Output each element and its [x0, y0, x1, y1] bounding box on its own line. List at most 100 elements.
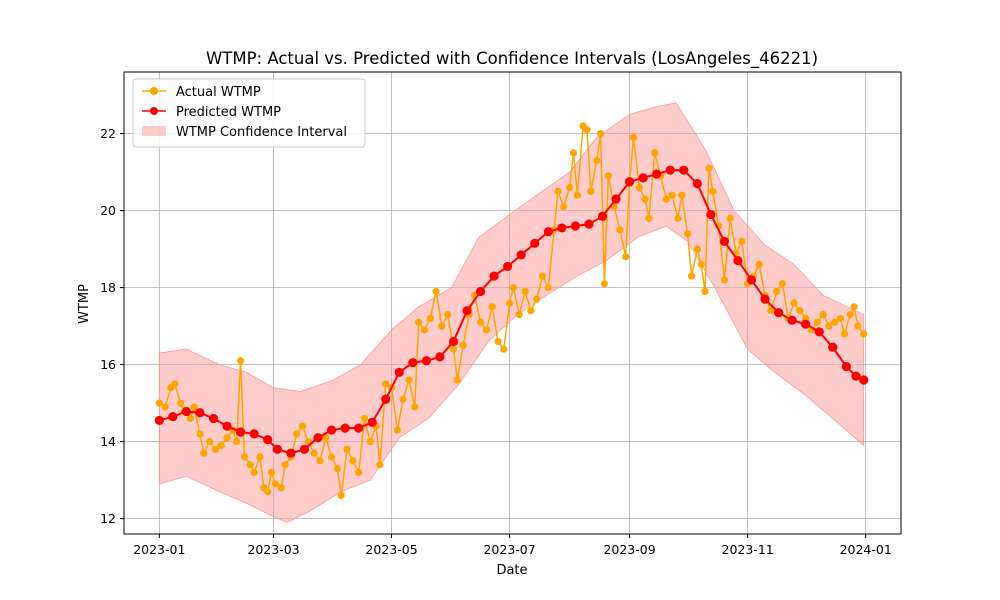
actual-point: [343, 445, 351, 453]
predicted-point: [692, 179, 702, 189]
actual-point: [674, 214, 682, 222]
actual-point: [267, 468, 276, 476]
predicted-point: [435, 352, 445, 362]
y-tick-label: 16: [100, 357, 116, 372]
predicted-point: [652, 169, 662, 179]
actual-point: [767, 307, 775, 315]
predicted-point: [557, 223, 567, 233]
actual-point: [635, 183, 643, 192]
predicted-point: [706, 209, 716, 220]
predicted-point: [222, 421, 232, 431]
chart-title: WTMP: Actual vs. Predicted with Confiden…: [206, 49, 818, 69]
predicted-point: [773, 308, 784, 318]
actual-point: [438, 322, 446, 330]
predicted-point: [313, 433, 323, 443]
actual-point: [616, 226, 624, 234]
predicted-point: [195, 408, 205, 418]
actual-point: [494, 337, 502, 346]
actual-point: [600, 280, 609, 288]
actual-point: [333, 464, 341, 473]
actual-point: [629, 133, 638, 142]
x-tick-label: 2024-01: [840, 542, 892, 557]
actual-point: [684, 230, 692, 238]
actual-point: [813, 318, 821, 326]
predicted-point: [859, 375, 869, 385]
predicted-point: [263, 435, 273, 445]
actual-point: [705, 164, 713, 172]
predicted-point: [181, 406, 192, 417]
predicted-point: [814, 327, 824, 337]
actual-point: [459, 341, 467, 349]
predicted-point: [733, 256, 743, 266]
actual-point: [476, 318, 485, 326]
predicted-point: [354, 423, 364, 433]
confidence-band: [158, 102, 865, 523]
predicted-point: [421, 356, 431, 366]
actual-point: [337, 491, 345, 500]
predicted-point: [543, 227, 553, 237]
y-axis-label: WTMP: [77, 284, 92, 324]
actual-point: [382, 380, 390, 388]
actual-point: [360, 414, 369, 423]
x-tick-label: 2023-01: [133, 542, 185, 557]
actual-point: [488, 303, 496, 311]
actual-point: [573, 191, 581, 199]
actual-point: [533, 295, 541, 303]
actual-point: [831, 318, 839, 326]
actual-point: [281, 461, 289, 469]
predicted-point: [638, 173, 648, 183]
actual-point: [277, 484, 285, 492]
actual-point: [186, 414, 194, 423]
actual-point: [569, 149, 578, 157]
predicted-point: [516, 250, 526, 260]
actual-point: [645, 214, 653, 222]
actual-point: [271, 480, 280, 488]
predicted-point: [286, 448, 296, 458]
predicted-point: [367, 417, 377, 427]
actual-point: [819, 310, 827, 319]
legend-frame: [132, 78, 366, 148]
x-tick-label: 2023-05: [365, 542, 417, 557]
actual-point: [264, 488, 272, 496]
actual-point: [651, 149, 659, 157]
actual-point: [161, 403, 169, 411]
predicted-point: [272, 444, 282, 454]
actual-point: [327, 453, 336, 461]
actual-point: [560, 203, 568, 211]
actual-point: [206, 438, 214, 446]
actual-point: [521, 287, 529, 296]
actual-point: [726, 214, 734, 222]
actual-point: [155, 399, 163, 407]
actual-point: [641, 195, 649, 203]
actual-point: [256, 453, 264, 461]
predicted-point: [665, 165, 675, 175]
actual-point: [738, 237, 746, 245]
actual-point: [505, 299, 514, 307]
actual-point: [316, 457, 324, 465]
actual-point: [293, 430, 301, 438]
actual-point: [177, 399, 185, 407]
predicted-point: [570, 221, 580, 231]
actual-point: [662, 195, 670, 203]
x-tick-label: 2023-07: [483, 542, 535, 557]
actual-point: [223, 434, 231, 442]
predicted-point: [154, 415, 164, 426]
predicted-point: [448, 336, 459, 347]
actual-point: [355, 468, 363, 476]
predicted-point: [489, 271, 499, 281]
actual-point: [509, 284, 518, 292]
predicted-point: [235, 427, 246, 437]
actual-point: [836, 314, 845, 322]
predicted-point: [624, 177, 635, 187]
actual-point: [449, 345, 458, 353]
actual-point: [825, 322, 833, 330]
legend-predicted-label: Predicted WTMP: [176, 105, 281, 120]
actual-point: [850, 303, 858, 311]
actual-point: [246, 461, 254, 469]
actual-point: [587, 187, 595, 195]
actual-point: [527, 307, 535, 315]
actual-point: [538, 272, 547, 280]
predicted-point: [208, 413, 219, 424]
actual-point: [840, 330, 848, 338]
actual-point: [565, 183, 574, 192]
